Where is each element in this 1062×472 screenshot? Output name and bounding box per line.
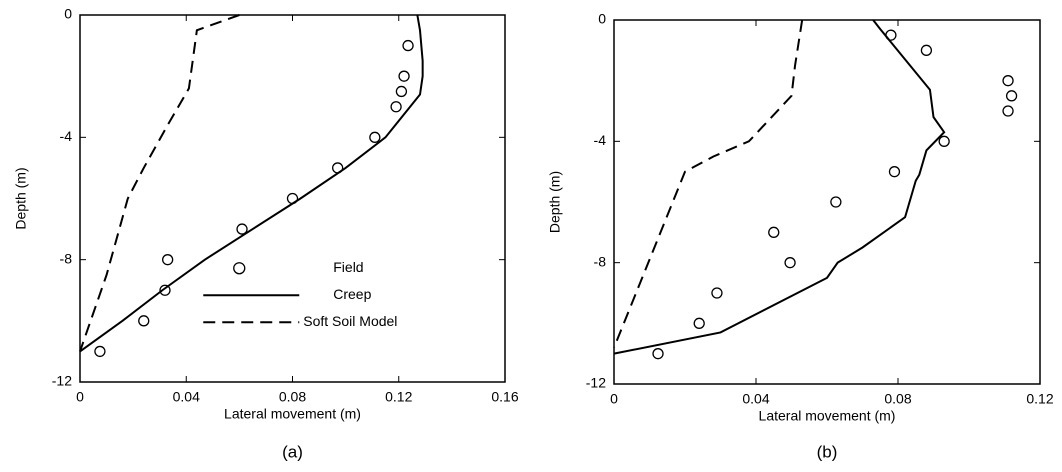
field-point — [784, 257, 796, 269]
y-tick-label: 0 — [64, 6, 72, 22]
field-point — [938, 135, 950, 147]
solid-line — [79, 14, 424, 353]
legend-label: Creep — [333, 286, 371, 302]
field-point — [652, 348, 664, 360]
field-point — [236, 223, 248, 235]
y-tick-label: -8 — [594, 253, 607, 269]
field-point — [1002, 105, 1014, 117]
legend-label: Field — [333, 259, 363, 275]
x-axis-label: Lateral movement (m) — [759, 408, 896, 424]
field-point — [138, 315, 150, 327]
legend-label: Soft Soil Model — [303, 313, 397, 329]
field-point — [888, 166, 901, 178]
y-tick-label: -12 — [586, 375, 606, 391]
field-point — [395, 85, 408, 98]
x-tick-label: 0.08 — [279, 389, 306, 405]
caption: (b) — [817, 442, 838, 461]
field-point — [711, 287, 723, 299]
solid-line — [613, 19, 946, 355]
x-tick-label: 0.08 — [884, 391, 911, 407]
field-point — [1005, 90, 1018, 102]
y-axis-label: Depth (m) — [547, 171, 563, 233]
x-tick-label: 0.04 — [742, 391, 769, 407]
field-point — [768, 226, 780, 238]
y-tick-label: -12 — [52, 373, 72, 389]
x-axis-label: Lateral movement (m) — [224, 406, 361, 422]
field-point — [402, 39, 414, 52]
dashed-line — [79, 14, 240, 352]
caption: (a) — [282, 442, 303, 461]
field-point — [830, 196, 842, 208]
x-tick-label: 0 — [76, 389, 84, 405]
x-tick-label: 0.12 — [385, 389, 412, 405]
field-point — [398, 70, 410, 82]
plot-frame — [613, 19, 1041, 385]
field-point — [920, 44, 933, 56]
field-point — [369, 131, 381, 143]
x-tick-label: 0.16 — [491, 389, 518, 405]
x-tick-label: 0.04 — [173, 389, 200, 405]
y-tick-label: -4 — [60, 128, 73, 144]
dashed-line — [613, 19, 804, 348]
legend-marker — [233, 262, 246, 275]
field-point — [94, 345, 106, 358]
field-point — [162, 254, 174, 266]
field-point — [1002, 75, 1014, 87]
y-tick-label: -4 — [594, 132, 607, 148]
y-axis-label: Depth (m) — [13, 167, 29, 229]
field-point — [693, 317, 705, 329]
x-tick-label: 0 — [610, 391, 618, 407]
y-tick-label: -8 — [60, 250, 73, 266]
field-point — [390, 101, 402, 113]
x-tick-label: 0.12 — [1026, 391, 1053, 407]
y-tick-label: 0 — [598, 11, 606, 27]
